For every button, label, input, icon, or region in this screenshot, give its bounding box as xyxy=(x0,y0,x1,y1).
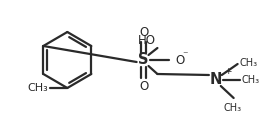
Text: HO: HO xyxy=(138,33,155,46)
Text: ⁻: ⁻ xyxy=(182,50,188,60)
Text: CH₃: CH₃ xyxy=(242,75,260,85)
Text: CH₃: CH₃ xyxy=(224,103,242,113)
Text: O: O xyxy=(139,80,148,93)
Text: S: S xyxy=(138,52,149,67)
Text: +: + xyxy=(224,67,231,77)
Text: CH₃: CH₃ xyxy=(240,58,258,68)
Text: O: O xyxy=(175,53,185,66)
Text: CH₃: CH₃ xyxy=(28,83,49,93)
Text: N: N xyxy=(210,73,222,88)
Text: O: O xyxy=(139,27,148,40)
